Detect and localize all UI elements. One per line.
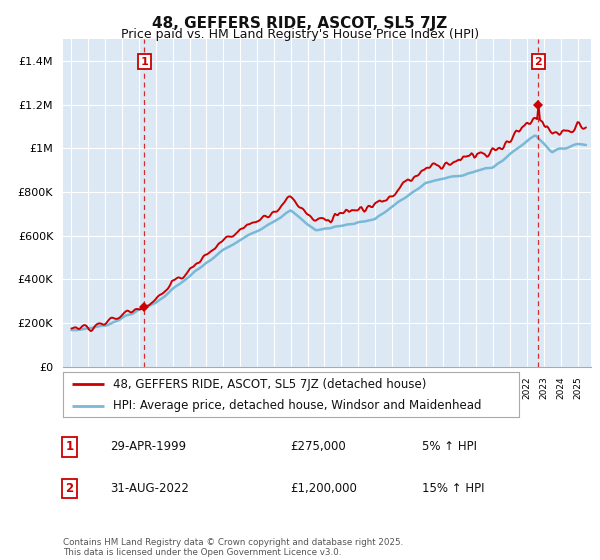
Text: Price paid vs. HM Land Registry's House Price Index (HPI): Price paid vs. HM Land Registry's House … xyxy=(121,28,479,41)
Text: 48, GEFFERS RIDE, ASCOT, SL5 7JZ (detached house): 48, GEFFERS RIDE, ASCOT, SL5 7JZ (detach… xyxy=(113,378,427,391)
Text: 48, GEFFERS RIDE, ASCOT, SL5 7JZ: 48, GEFFERS RIDE, ASCOT, SL5 7JZ xyxy=(152,16,448,31)
Text: 1: 1 xyxy=(140,57,148,67)
Text: 2: 2 xyxy=(535,57,542,67)
Text: £1,200,000: £1,200,000 xyxy=(290,482,357,495)
Text: HPI: Average price, detached house, Windsor and Maidenhead: HPI: Average price, detached house, Wind… xyxy=(113,399,482,413)
Text: Contains HM Land Registry data © Crown copyright and database right 2025.
This d: Contains HM Land Registry data © Crown c… xyxy=(63,538,403,557)
Text: 1: 1 xyxy=(65,440,73,454)
Text: 2: 2 xyxy=(65,482,73,495)
Text: 15% ↑ HPI: 15% ↑ HPI xyxy=(422,482,485,495)
Text: 5% ↑ HPI: 5% ↑ HPI xyxy=(422,440,477,454)
Text: £275,000: £275,000 xyxy=(290,440,346,454)
Text: 29-APR-1999: 29-APR-1999 xyxy=(110,440,187,454)
Text: 31-AUG-2022: 31-AUG-2022 xyxy=(110,482,190,495)
